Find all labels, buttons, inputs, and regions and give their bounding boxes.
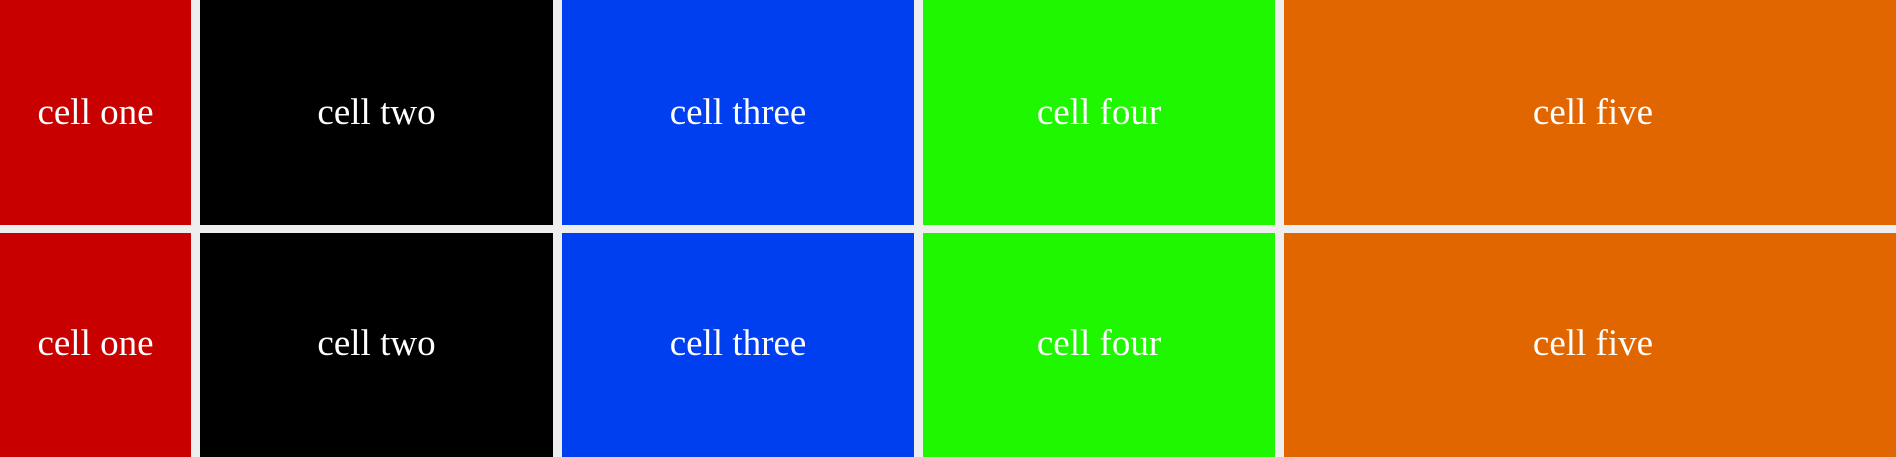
row-2-cell-three: cell three xyxy=(562,233,914,457)
cell-label: cell one xyxy=(37,92,154,133)
cell-label: cell five xyxy=(1532,322,1654,364)
cell-label: cell two xyxy=(317,92,436,133)
cell-label: cell five xyxy=(1532,92,1654,133)
row-1-cell-five: cell five xyxy=(1284,0,1896,225)
cell-label: cell four xyxy=(1036,322,1162,364)
cell-label: cell three xyxy=(669,322,807,364)
row-2-cell-five: cell five xyxy=(1284,233,1896,457)
cell-label: cell four xyxy=(1036,92,1162,133)
row-1-cell-three: cell three xyxy=(562,0,914,225)
row-1-cell-two: cell two xyxy=(200,0,553,225)
cell-label: cell two xyxy=(317,322,436,364)
row-1-cell-one: cell one xyxy=(0,0,191,225)
row-2-cell-one: cell one xyxy=(0,233,191,457)
row-2-cell-two: cell two xyxy=(200,233,553,457)
cell-label: cell one xyxy=(37,322,154,364)
row-1-cell-four: cell four xyxy=(923,0,1275,225)
cell-label: cell three xyxy=(669,92,807,133)
row-2-cell-four: cell four xyxy=(923,233,1275,457)
